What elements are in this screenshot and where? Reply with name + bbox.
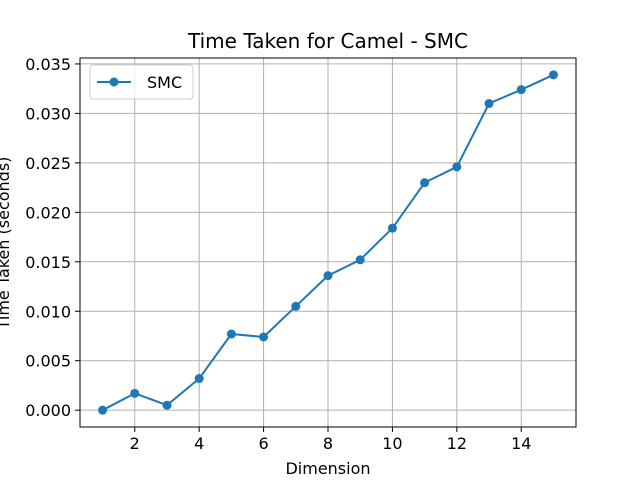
y-tick-label: 0.015 bbox=[25, 253, 71, 272]
chart-title: Time Taken for Camel - SMC bbox=[187, 29, 468, 53]
y-tick-label: 0.000 bbox=[25, 401, 71, 420]
x-tick-label: 4 bbox=[194, 434, 204, 453]
y-tick-label: 0.025 bbox=[25, 154, 71, 173]
y-tick-label: 0.020 bbox=[25, 203, 71, 222]
x-tick-label: 12 bbox=[447, 434, 467, 453]
data-point bbox=[355, 255, 365, 265]
data-point bbox=[194, 374, 204, 384]
data-point bbox=[548, 70, 558, 80]
legend-box bbox=[89, 64, 194, 100]
grid bbox=[80, 58, 576, 427]
legend: SMC bbox=[89, 64, 194, 100]
data-point bbox=[387, 223, 397, 233]
data-point bbox=[420, 178, 430, 188]
data-point bbox=[323, 271, 333, 281]
data-point bbox=[98, 405, 108, 415]
y-tick-label: 0.035 bbox=[25, 55, 71, 74]
plot-frame bbox=[79, 57, 577, 428]
legend-label-smc: SMC bbox=[147, 73, 182, 92]
data-point bbox=[259, 332, 269, 342]
ticks: 2 4 6 8 10 12 14 0.000 0.005 0.010 0.015 0.020 0.025… bbox=[25, 55, 531, 453]
legend-marker bbox=[109, 77, 119, 87]
x-tick-label: 8 bbox=[323, 434, 333, 453]
data-point bbox=[516, 85, 526, 95]
x-tick-label: 2 bbox=[130, 434, 140, 453]
y-tick-label: 0.010 bbox=[25, 302, 71, 321]
x-axis-label: Dimension bbox=[285, 459, 370, 478]
data-point bbox=[484, 99, 494, 109]
y-tick-label: 0.030 bbox=[25, 104, 71, 123]
x-tick-label: 10 bbox=[382, 434, 402, 453]
data-point bbox=[291, 301, 301, 311]
series-group bbox=[98, 70, 558, 415]
data-point bbox=[226, 329, 236, 339]
x-tick-label: 14 bbox=[511, 434, 531, 453]
y-tick-label: 0.005 bbox=[25, 352, 71, 371]
data-point bbox=[452, 162, 462, 172]
y-axis-label: Time Taken (seconds) bbox=[0, 157, 13, 331]
x-tick-label: 6 bbox=[258, 434, 268, 453]
data-point bbox=[130, 388, 140, 398]
data-point bbox=[162, 400, 172, 410]
